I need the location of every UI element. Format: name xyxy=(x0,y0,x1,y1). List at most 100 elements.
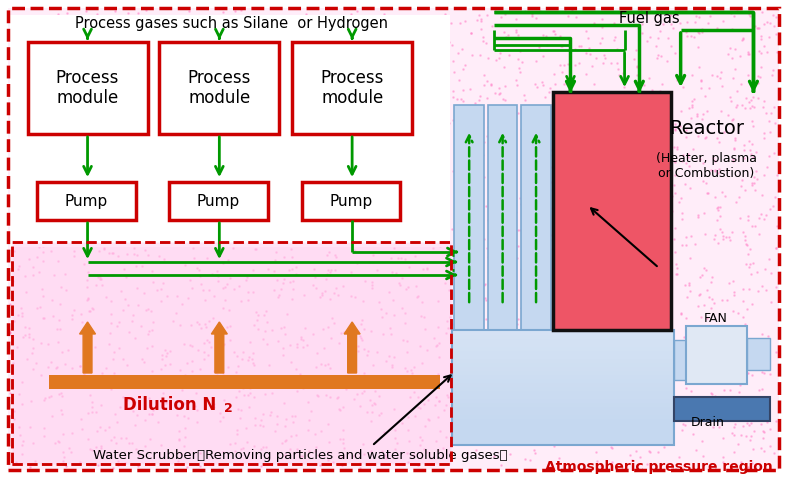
Point xyxy=(362,347,374,355)
Point xyxy=(354,50,367,58)
Point xyxy=(122,328,135,336)
Point xyxy=(597,366,610,374)
Point xyxy=(668,181,681,188)
Point xyxy=(546,128,559,135)
Point xyxy=(57,430,70,438)
Point xyxy=(86,398,98,405)
Point xyxy=(290,445,303,453)
Point xyxy=(434,14,447,22)
Point xyxy=(651,34,664,42)
Point xyxy=(279,437,292,445)
Point xyxy=(202,286,215,294)
Point xyxy=(538,162,551,169)
Point xyxy=(466,438,479,446)
Point xyxy=(661,420,674,428)
Point xyxy=(211,330,224,338)
Point xyxy=(389,61,402,69)
Point xyxy=(747,122,760,130)
Point xyxy=(246,359,259,367)
Point xyxy=(563,67,576,75)
Point xyxy=(115,378,128,386)
Point xyxy=(469,99,482,107)
Point xyxy=(127,221,140,228)
Point xyxy=(156,115,169,122)
Point xyxy=(184,239,197,247)
Point xyxy=(48,271,61,278)
Point xyxy=(94,141,106,149)
Point xyxy=(418,445,430,453)
Point xyxy=(440,329,453,337)
Point xyxy=(657,21,670,28)
Point xyxy=(594,251,607,259)
Point xyxy=(700,286,713,293)
Text: 2: 2 xyxy=(224,402,233,414)
Point xyxy=(272,154,285,162)
Point xyxy=(669,125,682,132)
Point xyxy=(4,329,17,337)
Point xyxy=(203,317,216,325)
Point xyxy=(652,250,665,258)
Point xyxy=(313,73,326,80)
Point xyxy=(50,14,63,22)
Point xyxy=(410,116,422,124)
Point xyxy=(270,276,283,283)
Point xyxy=(272,293,285,300)
Point xyxy=(393,279,406,286)
Point xyxy=(634,181,646,188)
Point xyxy=(605,315,618,323)
Point xyxy=(254,48,266,56)
Point xyxy=(18,272,31,279)
Point xyxy=(445,363,458,370)
Point xyxy=(162,20,174,27)
Point xyxy=(49,144,62,152)
Point xyxy=(594,462,607,470)
Point xyxy=(458,140,471,148)
Bar xyxy=(454,391,673,395)
Point xyxy=(129,445,142,453)
Point xyxy=(534,341,546,349)
Point xyxy=(130,262,142,270)
Point xyxy=(174,379,186,387)
Point xyxy=(688,95,701,103)
Point xyxy=(482,123,494,131)
Point xyxy=(286,32,299,40)
Point xyxy=(566,6,578,14)
Point xyxy=(247,288,260,295)
Point xyxy=(80,68,93,76)
Point xyxy=(126,127,139,134)
Point xyxy=(313,161,326,168)
Point xyxy=(557,315,570,322)
Point xyxy=(742,341,754,348)
Point xyxy=(551,158,564,166)
Point xyxy=(441,317,454,325)
Point xyxy=(222,212,234,219)
Point xyxy=(242,34,255,42)
Point xyxy=(60,462,73,470)
Point xyxy=(700,107,713,115)
Point xyxy=(505,414,518,422)
Point xyxy=(746,140,758,148)
Point xyxy=(612,65,625,73)
Point xyxy=(400,130,413,137)
Point xyxy=(194,86,206,94)
Point xyxy=(13,423,26,431)
Point xyxy=(147,406,160,413)
Point xyxy=(217,121,230,129)
Point xyxy=(321,271,334,278)
Point xyxy=(348,357,361,364)
Point xyxy=(405,366,418,374)
Text: Process
module: Process module xyxy=(321,69,384,108)
Point xyxy=(190,406,203,414)
Point xyxy=(105,297,118,305)
Point xyxy=(138,373,151,380)
Point xyxy=(351,327,364,335)
Point xyxy=(338,80,350,88)
Point xyxy=(376,447,389,455)
Point xyxy=(110,54,123,62)
Point xyxy=(649,185,662,193)
Point xyxy=(169,100,182,108)
Point xyxy=(302,447,315,455)
Point xyxy=(334,70,347,77)
Point xyxy=(592,91,605,98)
Point xyxy=(514,343,526,350)
